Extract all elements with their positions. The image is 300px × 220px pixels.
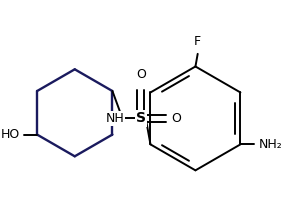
Text: F: F (194, 35, 201, 48)
Text: O: O (136, 68, 146, 81)
Text: NH₂: NH₂ (259, 138, 282, 151)
Text: NH: NH (106, 112, 125, 125)
Text: HO: HO (1, 128, 20, 141)
Text: O: O (172, 112, 182, 125)
Text: S: S (136, 111, 146, 125)
